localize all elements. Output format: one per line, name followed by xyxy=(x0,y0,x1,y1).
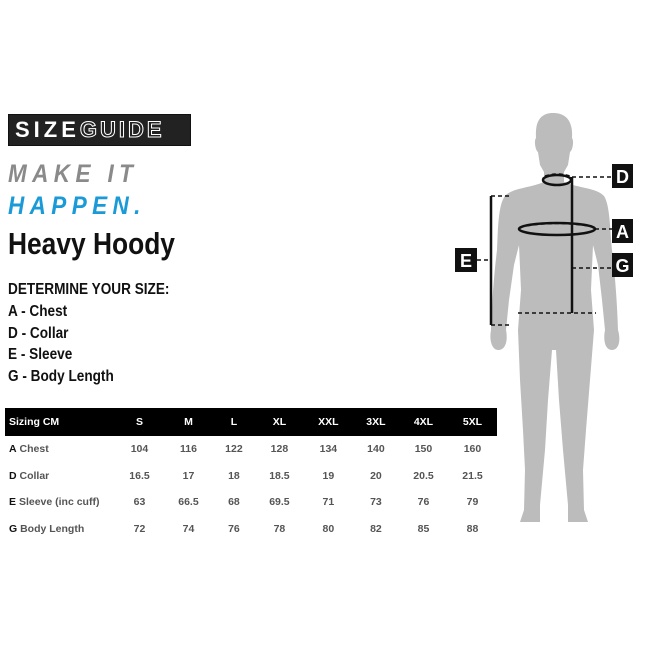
table-cell: 18.5 xyxy=(269,469,290,482)
table-cell: 79 xyxy=(466,496,479,509)
table-cell: 68 xyxy=(228,496,240,509)
table-cell: 82 xyxy=(370,522,382,535)
table-cell: 78 xyxy=(273,522,286,535)
table-cell: 72 xyxy=(133,522,146,535)
table-cell: 16.5 xyxy=(129,469,150,482)
table-cell: 21.5 xyxy=(462,469,483,482)
determine-heading: DETERMINE YOUR SIZE: xyxy=(8,281,170,298)
label-g: G xyxy=(615,256,629,276)
table-cell: 73 xyxy=(370,496,382,509)
table-cell: 85 xyxy=(417,522,430,535)
table-cell: 20 xyxy=(370,469,382,482)
table-cell: 20.5 xyxy=(413,469,434,482)
table-cell: 76 xyxy=(228,522,240,535)
table-cell: 116 xyxy=(179,443,197,456)
table-row: E Sleeve (inc cuff) 63 66.5 68 69.5 71 73 76 79 xyxy=(5,489,497,516)
determine-item: E - Sleeve xyxy=(8,346,73,363)
determine-item: D - Collar xyxy=(8,325,69,342)
determine-item: G - Body Length xyxy=(8,368,114,385)
table-row: D Collar 16.5 17 18 18.5 19 20 20.5 21.5 xyxy=(5,463,497,490)
table-cell: 19 xyxy=(322,469,335,482)
product-title: Heavy Hoody xyxy=(8,226,175,261)
table-cell: 71 xyxy=(322,496,335,509)
table-cell: 76 xyxy=(417,496,430,509)
body-diagram: D A G E xyxy=(455,113,633,522)
table-cell: 63 xyxy=(133,496,146,509)
label-a: A xyxy=(616,222,629,242)
table-header: Sizing CM S M L XL XXL 3XL 4XL 5XL xyxy=(5,408,497,436)
table-cell: 18 xyxy=(228,469,240,482)
determine-item: A - Chest xyxy=(8,303,68,320)
table-cell: 122 xyxy=(225,443,243,456)
tagline-line2: HAPPEN. xyxy=(8,192,146,220)
table-cell: 17 xyxy=(182,469,195,482)
table-cell: 160 xyxy=(463,443,482,456)
size-table: Sizing CM S M L XL XXL 3XL 4XL 5XL A Chest 104 116… xyxy=(5,408,497,542)
table-cell: 150 xyxy=(414,443,433,456)
table-row: G Body Length 72 74 76 78 80 82 85 88 xyxy=(5,516,497,543)
tagline-line1: MAKE IT xyxy=(8,160,139,188)
table-row: A Chest 104 116 122 128 134 140 150 160 xyxy=(5,436,497,463)
table-cell: 88 xyxy=(466,522,479,535)
table-cell: 74 xyxy=(182,522,195,535)
label-d: D xyxy=(616,167,629,187)
table-cell: 80 xyxy=(322,522,335,535)
table-cell: 134 xyxy=(319,443,338,456)
table-cell: 69.5 xyxy=(269,496,290,509)
body-silhouette xyxy=(490,113,620,522)
table-cell: 140 xyxy=(367,443,385,456)
size-guide-logo: SIZE GUIDE xyxy=(8,114,191,146)
table-cell: 66.5 xyxy=(178,496,199,509)
label-e: E xyxy=(460,251,472,271)
table-cell: 104 xyxy=(130,443,149,456)
table-cell: 128 xyxy=(270,443,289,456)
